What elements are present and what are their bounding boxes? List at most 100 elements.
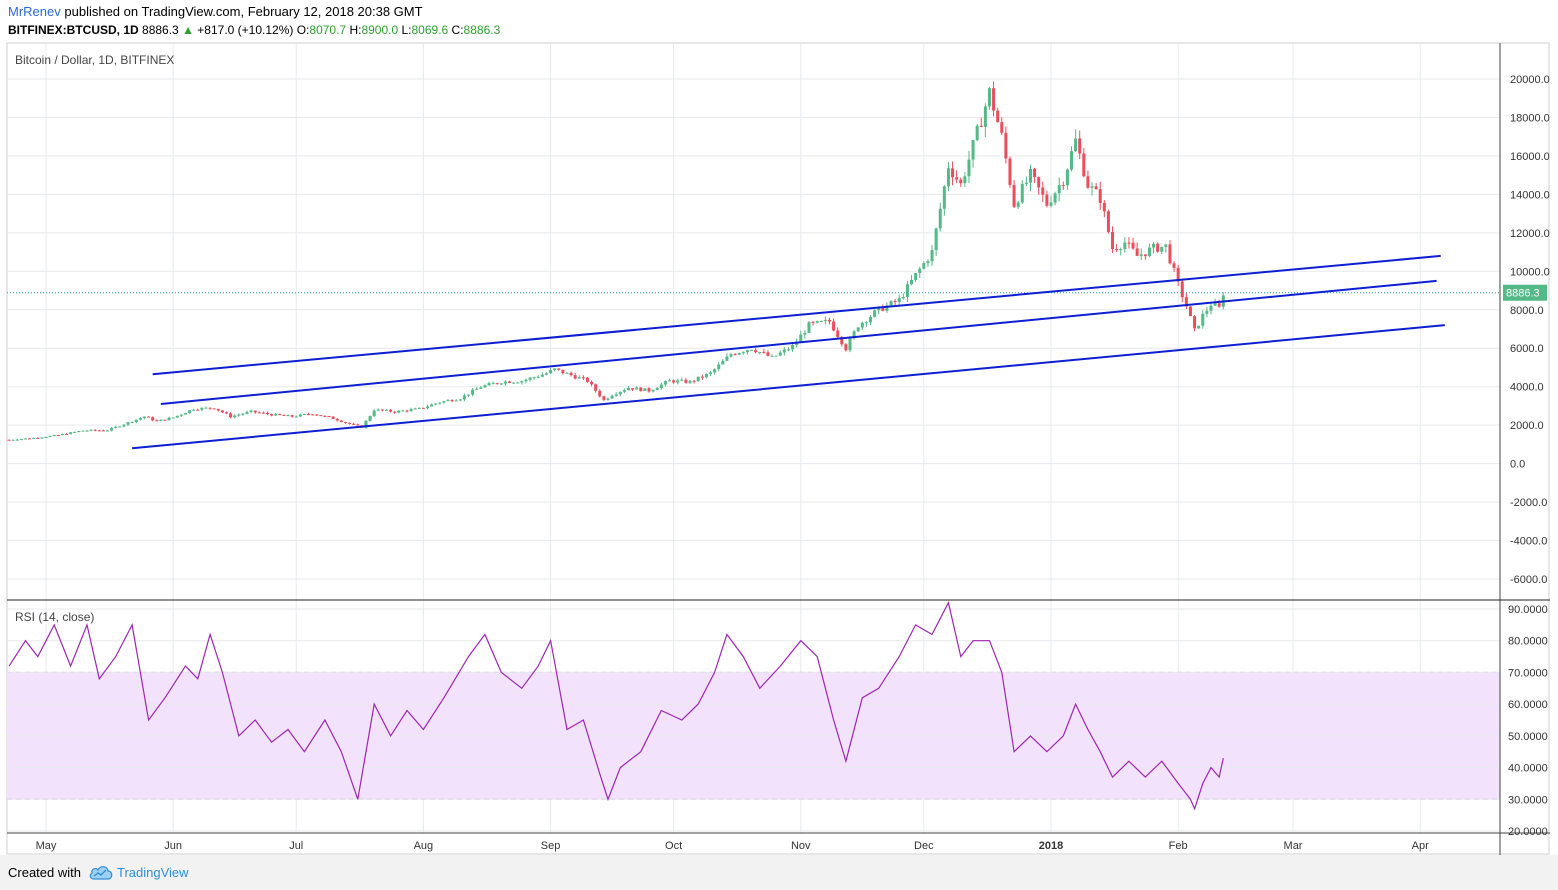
candle-down <box>733 354 737 356</box>
rsi-tick-label: 40.0000 <box>1508 763 1548 775</box>
candle-up <box>577 377 581 379</box>
candle-up <box>1070 151 1074 170</box>
price-tick-label: -2000.0 <box>1510 497 1547 509</box>
candle-up <box>114 426 118 428</box>
candle-down <box>343 422 347 424</box>
candle-up <box>462 395 466 400</box>
candle-down <box>590 381 594 385</box>
candle-up <box>942 186 946 209</box>
candle-down <box>602 396 606 400</box>
tradingview-cloud-icon <box>89 866 113 880</box>
candle-up <box>873 310 877 317</box>
candle-down <box>631 388 635 390</box>
chart-area[interactable]: Bitcoin / Dollar, 1D, BITFINEX RSI (14, c… <box>0 0 1558 855</box>
rsi-tick-label: 50.0000 <box>1508 731 1548 743</box>
candle-down <box>266 412 270 415</box>
candle-down <box>155 420 159 422</box>
candle-up <box>245 411 249 414</box>
candle-down <box>1135 248 1139 256</box>
current-price: 8886.3 <box>142 23 179 37</box>
candle-down <box>339 420 343 423</box>
candle-up <box>729 354 733 357</box>
candle-up <box>680 379 684 381</box>
candle-down <box>65 434 69 436</box>
candle-down <box>56 435 60 437</box>
candle-down <box>421 407 425 409</box>
candle-down <box>594 384 598 391</box>
rsi-pane-title: RSI (14, close) <box>15 610 94 624</box>
candle-up <box>910 279 914 285</box>
candle-up <box>417 407 421 409</box>
candle-down <box>208 407 212 409</box>
candle-up <box>138 418 142 420</box>
candle-up <box>81 430 85 432</box>
last-price-label: 8886.3 <box>1506 288 1540 300</box>
candle-up <box>938 208 942 229</box>
candle-up <box>44 436 48 438</box>
month-tick-label: Aug <box>414 840 434 852</box>
channel-trendline[interactable] <box>152 254 1441 376</box>
published-text: published on TradingView.com, February 1… <box>64 4 423 19</box>
candle-up <box>11 439 15 441</box>
month-tick-label: Mar <box>1284 840 1303 852</box>
close-value: 8886.3 <box>463 23 501 37</box>
candle-down <box>569 372 573 376</box>
candle-down <box>996 110 1000 123</box>
candle-up <box>860 322 864 328</box>
high-label: H: <box>349 23 362 37</box>
candle-up <box>610 395 614 399</box>
candle-up <box>233 415 237 418</box>
author-link[interactable]: MrRenev <box>8 4 61 19</box>
candle-up <box>401 410 405 412</box>
candle-down <box>1098 189 1102 203</box>
candle-down <box>220 410 224 413</box>
candle-up <box>1016 202 1020 207</box>
tradingview-brand-link[interactable]: TradingView <box>117 865 189 880</box>
candle-up <box>1065 169 1069 186</box>
candle-down <box>1037 177 1041 188</box>
candle-up <box>294 416 298 418</box>
candle-up <box>983 106 987 127</box>
candle-up <box>475 388 479 390</box>
channel-trendline[interactable] <box>132 324 1445 450</box>
candle-up <box>922 262 926 269</box>
candle-down <box>647 388 651 392</box>
candle-up <box>372 410 376 417</box>
candle-down <box>692 380 696 382</box>
candle-up <box>1152 243 1156 248</box>
candle-down <box>581 377 585 379</box>
candle-up <box>668 380 672 382</box>
candle-down <box>311 414 315 416</box>
candle-down <box>28 438 32 440</box>
candle-down <box>348 422 352 424</box>
candle-up <box>430 404 434 407</box>
candle-down <box>389 409 393 412</box>
candle-down <box>992 88 996 111</box>
price-tick-label: 10000.0 <box>1510 266 1550 278</box>
candle-up <box>721 360 725 365</box>
candle-up <box>807 322 811 333</box>
candle-up <box>1213 303 1217 306</box>
candle-down <box>163 419 167 421</box>
price-tick-label: -4000.0 <box>1510 536 1547 548</box>
candle-down <box>327 415 331 417</box>
candle-up <box>737 352 741 355</box>
month-tick-label: Apr <box>1412 840 1429 852</box>
candle-down <box>881 306 885 311</box>
candle-up <box>622 390 626 392</box>
candle-down <box>1131 242 1135 249</box>
candle-up <box>1119 249 1123 251</box>
candle-up <box>1197 325 1201 329</box>
candle-up <box>126 422 130 425</box>
candle-up <box>528 377 532 380</box>
candle-up <box>118 426 122 428</box>
candle-down <box>1193 316 1197 329</box>
candle-down <box>684 379 688 383</box>
candle-up <box>770 355 774 357</box>
candle-up <box>963 176 967 184</box>
channel-trendline[interactable] <box>160 279 1437 405</box>
candle-down <box>1115 248 1119 250</box>
candle-up <box>815 320 819 323</box>
candle-down <box>1217 303 1221 307</box>
candle-down <box>335 418 339 421</box>
